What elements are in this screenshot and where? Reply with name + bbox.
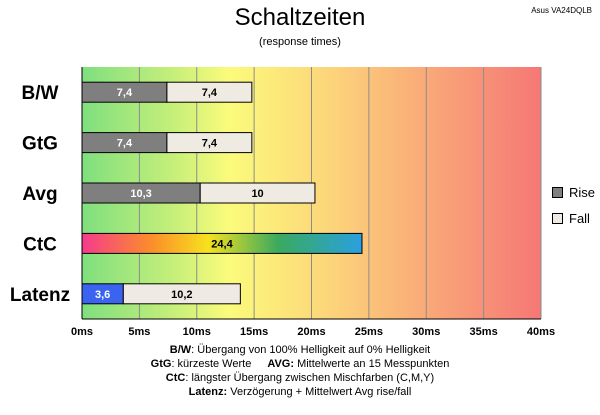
bar-fall <box>166 132 253 154</box>
x-tick-label: 40ms <box>527 326 555 338</box>
note-bw-text: : Übergang von 100% Helligkeit auf 0% He… <box>191 344 431 356</box>
chart-subtitle: (response times) <box>259 36 341 48</box>
legend-swatch-rise <box>552 186 563 198</box>
category-label: CtC <box>23 234 57 255</box>
note-bw-key: B/W <box>169 344 192 356</box>
bar-rise-label: 7,4 <box>117 87 133 99</box>
legend-item-rise: Rise <box>552 179 595 205</box>
category-label: Avg <box>22 184 57 205</box>
bar-fall-label: 7,4 <box>202 87 218 99</box>
note-gtg-text: : kürzeste Werte <box>171 358 252 370</box>
bar-ctc <box>81 232 363 254</box>
chart-title: Schaltzeiten <box>234 4 366 31</box>
note-gtg-avg: GtG: kürzeste Werte AVG: Mittelwerte an 1… <box>0 357 600 371</box>
bar-latenz-avg <box>122 283 241 305</box>
x-tick-label: 30ms <box>412 326 440 338</box>
x-tick-label: 10ms <box>183 326 211 338</box>
monitor-model: Asus VA24DQLB <box>531 6 592 15</box>
chart-notes: B/W: Übergang von 100% Helligkeit auf 0%… <box>0 343 600 399</box>
x-tick-label: 35ms <box>470 326 498 338</box>
bar-fall <box>166 81 253 103</box>
x-tick-label: 5ms <box>128 326 150 338</box>
x-tick-label: 25ms <box>355 326 383 338</box>
bar-fall-label: 7,4 <box>202 138 218 150</box>
bar-latenz-delay-label: 3,6 <box>95 289 110 301</box>
legend: Rise Fall <box>552 179 595 231</box>
bar-fall-label: 10 <box>251 188 263 200</box>
note-ctc: CtC: längster Übergang zwischen Mischfar… <box>0 371 600 385</box>
note-avg-key: AVG: <box>267 358 295 370</box>
category-label: GtG <box>22 134 58 155</box>
bar-ctc-label: 24,4 <box>211 238 233 250</box>
note-avg-text: Mittelwerte an 15 Messpunkten <box>294 358 450 370</box>
note-gtg-key: GtG <box>150 358 172 370</box>
x-tick-label: 20ms <box>297 326 325 338</box>
legend-item-fall: Fall <box>552 205 595 231</box>
bar-rise-label: 10,3 <box>130 188 151 200</box>
note-latenz: Latenz: Verzögerung + Mittelwert Avg ris… <box>0 385 600 399</box>
note-bw: B/W: Übergang von 100% Helligkeit auf 0%… <box>0 343 600 357</box>
x-tick-label: 0ms <box>71 326 93 338</box>
bar-latenz-avg-label: 10,2 <box>171 289 192 301</box>
category-label: Latenz <box>10 285 70 306</box>
legend-swatch-fall <box>552 212 563 224</box>
note-ctc-text: : längster Übergang zwischen Mischfarben… <box>185 372 435 384</box>
legend-label-rise: Rise <box>569 184 596 200</box>
note-latenz-text: Verzögerung + Mittelwert Avg rise/fall <box>227 386 412 398</box>
note-latenz-key: Latenz: <box>188 386 228 398</box>
x-tick-label: 15ms <box>240 326 268 338</box>
bar-rise-label: 7,4 <box>117 138 133 150</box>
bar-fall <box>199 182 316 204</box>
note-ctc-key: CtC <box>165 372 186 384</box>
category-label: B/W <box>22 83 59 104</box>
legend-label-fall: Fall <box>569 210 590 226</box>
